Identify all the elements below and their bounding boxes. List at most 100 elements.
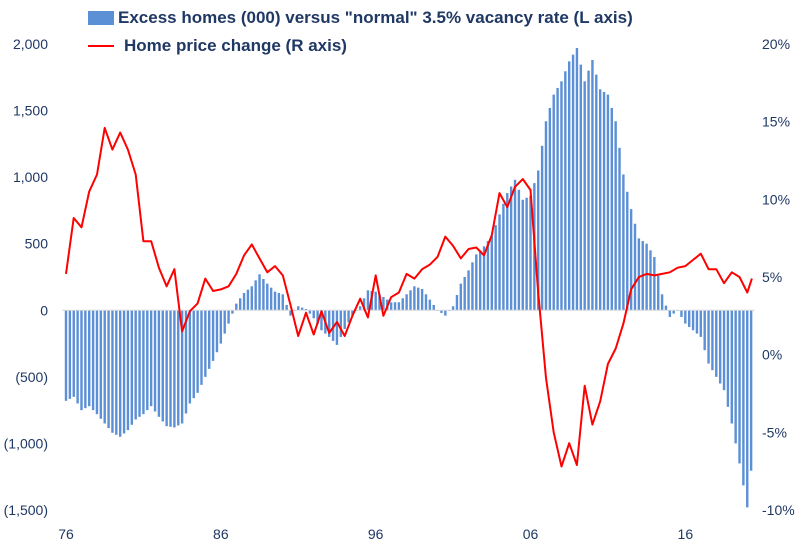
excess-homes-bar xyxy=(417,287,420,311)
x-tick-label: 76 xyxy=(58,526,74,542)
excess-homes-bar xyxy=(115,310,118,435)
excess-homes-bar xyxy=(366,290,370,311)
excess-homes-bar xyxy=(231,310,234,314)
excess-homes-bar xyxy=(734,310,737,444)
excess-homes-bar xyxy=(118,310,122,437)
excess-homes-bar xyxy=(351,310,354,316)
excess-homes-bar xyxy=(161,310,164,422)
excess-homes-bar xyxy=(614,121,617,311)
excess-homes-bar xyxy=(362,298,366,311)
excess-homes-bar xyxy=(64,310,68,401)
excess-homes-bar xyxy=(204,310,207,377)
excess-homes-bar xyxy=(76,310,79,404)
excess-homes-bar xyxy=(529,195,532,311)
excess-homes-bar xyxy=(428,299,432,311)
excess-homes-bar xyxy=(498,214,501,311)
excess-homes-bar xyxy=(134,310,137,420)
x-tick-label: 96 xyxy=(368,526,384,542)
legend: Excess homes (000) versus "normal" 3.5% … xyxy=(88,4,633,60)
x-axis: 76 86 96 06 16 xyxy=(58,526,693,542)
x-tick-label: 16 xyxy=(678,526,694,542)
excess-homes-bar xyxy=(610,107,613,311)
excess-homes-bar xyxy=(111,310,114,433)
left-tick-label: 1,000 xyxy=(13,169,48,185)
excess-homes-bar xyxy=(626,191,629,311)
excess-homes-bar xyxy=(146,310,149,411)
excess-homes-bar xyxy=(173,310,176,428)
excess-homes-bar xyxy=(455,294,459,311)
excess-homes-bar xyxy=(169,310,172,427)
left-tick-label: 1,500 xyxy=(13,103,48,119)
excess-homes-bar xyxy=(715,310,718,377)
x-tick-label: 86 xyxy=(213,526,229,542)
excess-homes-bar xyxy=(622,174,625,311)
excess-homes-bar xyxy=(606,94,610,311)
excess-homes-bar xyxy=(316,310,319,325)
excess-homes-bar xyxy=(649,250,652,311)
excess-homes-bar xyxy=(242,292,246,311)
excess-homes-bar xyxy=(289,310,292,316)
excess-homes-bar xyxy=(84,310,87,409)
legend-item-excess-homes: Excess homes (000) versus "normal" 3.5% … xyxy=(88,4,633,32)
excess-homes-bar xyxy=(339,310,343,337)
legend-item-home-price: Home price change (R axis) xyxy=(88,32,633,60)
excess-homes-bar xyxy=(285,304,288,311)
excess-homes-bar xyxy=(397,302,401,311)
excess-homes-bar xyxy=(726,310,730,407)
excess-homes-bar xyxy=(99,310,103,419)
excess-homes-bar xyxy=(246,289,250,311)
excess-homes-bar xyxy=(88,310,91,407)
excess-homes-bar xyxy=(699,310,703,337)
excess-homes-bar xyxy=(595,74,598,311)
excess-homes-bar xyxy=(548,107,552,311)
excess-homes-bar xyxy=(684,310,687,324)
excess-homes-bar xyxy=(695,310,699,334)
right-tick-label: 5% xyxy=(762,269,782,285)
excess-homes-bar xyxy=(308,310,312,314)
excess-homes-bar xyxy=(482,246,486,311)
excess-homes-bar xyxy=(687,310,691,327)
excess-homes-bar xyxy=(335,310,339,345)
excess-homes-bar xyxy=(374,291,377,311)
excess-homes-bar xyxy=(467,270,470,311)
excess-homes-bar xyxy=(269,287,273,311)
excess-homes-bar xyxy=(602,91,606,311)
excess-homes-bar xyxy=(598,89,602,311)
excess-homes-bar xyxy=(331,310,335,341)
excess-homes-bar xyxy=(424,294,428,311)
excess-homes-bar xyxy=(668,310,672,317)
left-tick-label: (1,500) xyxy=(4,502,48,518)
excess-homes-bar xyxy=(72,310,75,397)
excess-homes-bar xyxy=(579,64,583,311)
excess-homes-bar xyxy=(517,189,521,311)
right-tick-label: 10% xyxy=(762,191,790,207)
excess-homes-bar xyxy=(122,310,126,434)
excess-homes-bar xyxy=(475,254,478,311)
excess-homes-bar xyxy=(300,307,304,311)
excess-homes-bar xyxy=(444,310,447,316)
excess-homes-bar xyxy=(657,275,660,311)
excess-homes-bar xyxy=(637,238,641,311)
excess-homes-bar xyxy=(509,186,513,311)
left-tick-label: (500) xyxy=(15,369,48,385)
excess-homes-bar xyxy=(459,283,463,311)
excess-homes-bar xyxy=(208,310,211,369)
home-price-line xyxy=(65,126,753,468)
excess-homes-bar xyxy=(490,235,493,311)
excess-homes-bar xyxy=(540,145,544,311)
right-tick-label: 15% xyxy=(762,114,790,130)
left-tick-label: 2,000 xyxy=(13,36,48,52)
excess-homes-bar xyxy=(749,310,753,471)
excess-homes-bar xyxy=(347,310,350,323)
excess-homes-bar xyxy=(126,310,130,431)
excess-homes-bar xyxy=(506,193,509,311)
excess-homes-bar xyxy=(304,308,308,311)
excess-homes-bar xyxy=(80,310,83,411)
excess-homes-bar xyxy=(420,288,424,311)
left-tick-label: (1,000) xyxy=(4,435,48,451)
left-axis: (1,500) (1,000) (500) 0 500 1,000 1,500 2,000 xyxy=(4,36,49,518)
excess-homes-bar xyxy=(409,290,412,311)
excess-homes-bar xyxy=(184,310,188,414)
excess-homes-bar xyxy=(393,302,397,311)
excess-homes-bar xyxy=(494,225,497,311)
